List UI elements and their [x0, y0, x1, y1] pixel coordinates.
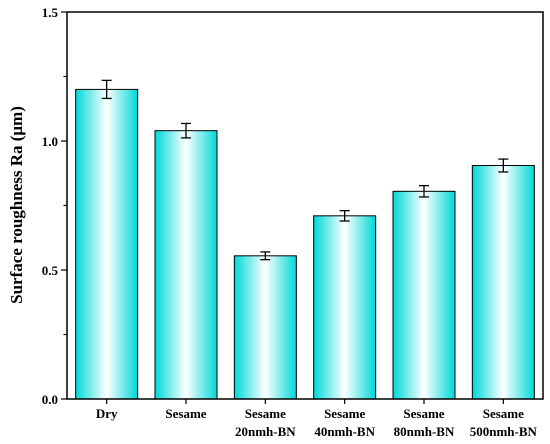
plot-frame	[66, 11, 544, 400]
y-tick-label: 0.5	[42, 263, 59, 278]
x-tick-label: Sesame	[403, 406, 444, 421]
bar	[233, 255, 297, 400]
bars-layer	[75, 88, 535, 400]
x-tick-label: Sesame	[165, 406, 206, 421]
x-axis: Dry Sesame Sesame 20nmh-BN Sesame 40nmh-BN Ses…	[96, 399, 538, 439]
x-tick-label: 80nmh-BN	[394, 424, 455, 439]
bar	[75, 88, 139, 400]
x-tick-label: 20nmh-BN	[235, 424, 296, 439]
error-bars-layer	[101, 79, 509, 261]
y-tick-label: 1.0	[42, 134, 58, 149]
x-tick-label: Sesame	[483, 406, 524, 421]
x-tick-label: 40nmh-BN	[314, 424, 375, 439]
bar	[392, 190, 456, 400]
bar	[313, 215, 377, 400]
y-tick-label: 1.5	[42, 5, 59, 20]
y-tick-label: 0.0	[42, 392, 58, 407]
bar	[154, 130, 218, 400]
y-axis-title: Surface roughness Ra (μm)	[7, 106, 26, 304]
x-tick-label: Dry	[96, 406, 118, 421]
bar	[471, 165, 535, 400]
y-axis: 0.0 0.5 1.0 1.5	[42, 5, 67, 407]
x-tick-label: Sesame	[324, 406, 365, 421]
x-tick-label: 500nmh-BN	[470, 424, 538, 439]
x-tick-label: Sesame	[245, 406, 286, 421]
